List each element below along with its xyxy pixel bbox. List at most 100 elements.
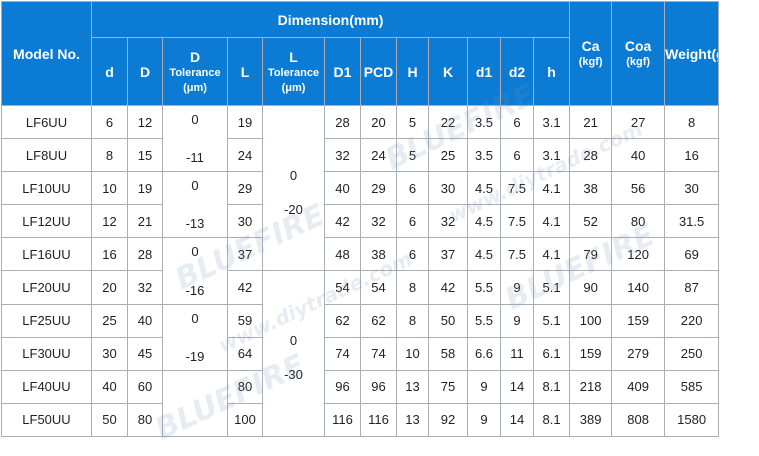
cell-d2: 6 [500,104,534,140]
cell-K: 42 [428,270,468,305]
cell-D: 40 [127,303,163,338]
header-l-tol-unit: (μm) [281,81,306,94]
cell-d2: 14 [500,369,534,404]
d-tolerance-lower: -16 [185,282,205,298]
cell-weight: 250 [664,336,720,371]
cell-ca: 79 [569,237,613,272]
cell-D: 15 [127,138,163,173]
cell-d2: 14 [500,402,534,438]
cell-h: 3.1 [532,104,571,140]
header-h: h [532,37,571,106]
table-row: LF30UU 30 45 64 74 74 10 58 6.6 11 6.1 159 279 250 [1,336,759,371]
header-l-tol-name: L [289,48,298,65]
cell-H: 13 [396,402,429,438]
cell-ca: 218 [569,369,613,404]
cell-L: 19 [227,104,263,140]
cell-D1: 54 [324,270,361,305]
d-tolerance-upper: 0 [191,112,199,127]
l-tolerance-cell: 0 -20 [262,104,325,272]
d-tolerance-cell: 0 -16 [162,237,228,305]
header-d2: d2 [500,37,534,106]
cell-D1: 42 [324,204,361,239]
cell-D1: 40 [324,171,361,206]
cell-d: 50 [91,402,128,438]
header-D1: D1 [324,37,361,106]
cell-d1: 5.5 [467,270,501,305]
header-L: L [227,37,263,106]
cell-h: 4.1 [532,204,571,239]
l-tolerance-lower: -20 [284,202,303,217]
cell-K: 30 [428,171,468,206]
cell-d1: 9 [467,369,501,404]
header-ca-label: Ca [581,38,600,54]
cell-model: LF8UU [1,138,92,173]
cell-K: 22 [428,104,468,140]
cell-K: 50 [428,303,468,338]
table-row: LF20UU 20 32 42 0 -30 54 54 8 42 5.5 9 5.1 90 140 87 [1,270,759,437]
cell-h: 3.1 [532,138,571,173]
cell-L: 24 [227,138,263,173]
l-tolerance-upper: 0 [289,168,298,183]
header-H: H [396,37,429,106]
cell-coa: 120 [611,237,666,272]
cell-D1: 32 [324,138,361,173]
cell-d: 20 [91,270,128,305]
table-row: LF50UU 50 80 100 116 116 13 92 9 14 8.1 389 808 1580 [1,402,759,438]
header-K: K [428,37,468,106]
cell-D: 21 [127,204,163,239]
l-tolerance-upper: 0 [289,333,298,349]
cell-d2: 7.5 [500,237,534,272]
cell-PCD: 116 [360,402,397,438]
cell-PCD: 29 [360,171,397,206]
header-d: d [91,37,128,106]
cell-L: 100 [227,402,263,438]
cell-model: LF50UU [1,402,92,438]
cell-coa: 808 [611,402,666,438]
cell-L: 30 [227,204,263,239]
cell-d1: 4.5 [467,237,501,272]
cell-h: 4.1 [532,171,571,206]
cell-coa: 409 [611,369,666,404]
cell-H: 8 [396,303,429,338]
cell-L: 42 [227,270,263,305]
table-row: LF8UU 8 15 24 32 24 5 25 3.5 6 3.1 28 40 16 [1,138,759,173]
cell-ca: 38 [569,171,613,206]
cell-D1: 116 [324,402,361,438]
cell-ca: 52 [569,204,613,239]
header-dimension: Dimension(mm) [90,1,571,38]
header-ca: Ca (kgf) [569,1,613,106]
cell-PCD: 24 [360,138,397,173]
cell-model: LF12UU [1,204,92,239]
cell-d1: 3.5 [467,138,501,173]
cell-d: 12 [91,204,128,239]
cell-L: 29 [227,171,263,206]
table-row: LF12UU 12 21 30 42 32 6 32 4.5 7.5 4.1 52 80 31.5 [1,204,759,239]
table-row: LF6UU 6 12 0 -11 19 0 -20 28 20 5 22 3.5 6 3.1 21 27 8 [1,104,759,272]
cell-coa: 80 [611,204,666,239]
header-ca-unit: (kgf) [578,56,603,68]
cell-D: 28 [127,237,163,272]
cell-H: 6 [396,171,429,206]
cell-L: 37 [227,237,263,272]
cell-PCD: 62 [360,303,397,338]
table-row: LF16UU 16 28 0 -16 37 48 38 6 37 4.5 7.5 4.1 79 120 69 [1,237,759,305]
header-d-tol-unit: (μm) [183,81,207,94]
cell-model: LF20UU [1,270,92,305]
table-row: LF10UU 10 19 0 -13 29 40 29 6 30 4.5 7.5 4.1 38 56 30 [1,171,759,239]
cell-D1: 96 [324,369,361,404]
cell-PCD: 20 [360,104,397,140]
cell-D1: 28 [324,104,361,140]
cell-d2: 9 [500,303,534,338]
cell-h: 5.1 [532,270,571,305]
cell-model: LF10UU [1,171,92,206]
cell-H: 8 [396,270,429,305]
cell-coa: 140 [611,270,666,305]
cell-d2: 7.5 [500,171,534,206]
cell-K: 32 [428,204,468,239]
cell-h: 6.1 [532,336,571,371]
cell-ca: 389 [569,402,613,438]
header-d1: d1 [467,37,501,106]
cell-ca: 159 [569,336,613,371]
cell-d: 6 [91,104,128,140]
header-coa-label: Coa [624,38,652,54]
